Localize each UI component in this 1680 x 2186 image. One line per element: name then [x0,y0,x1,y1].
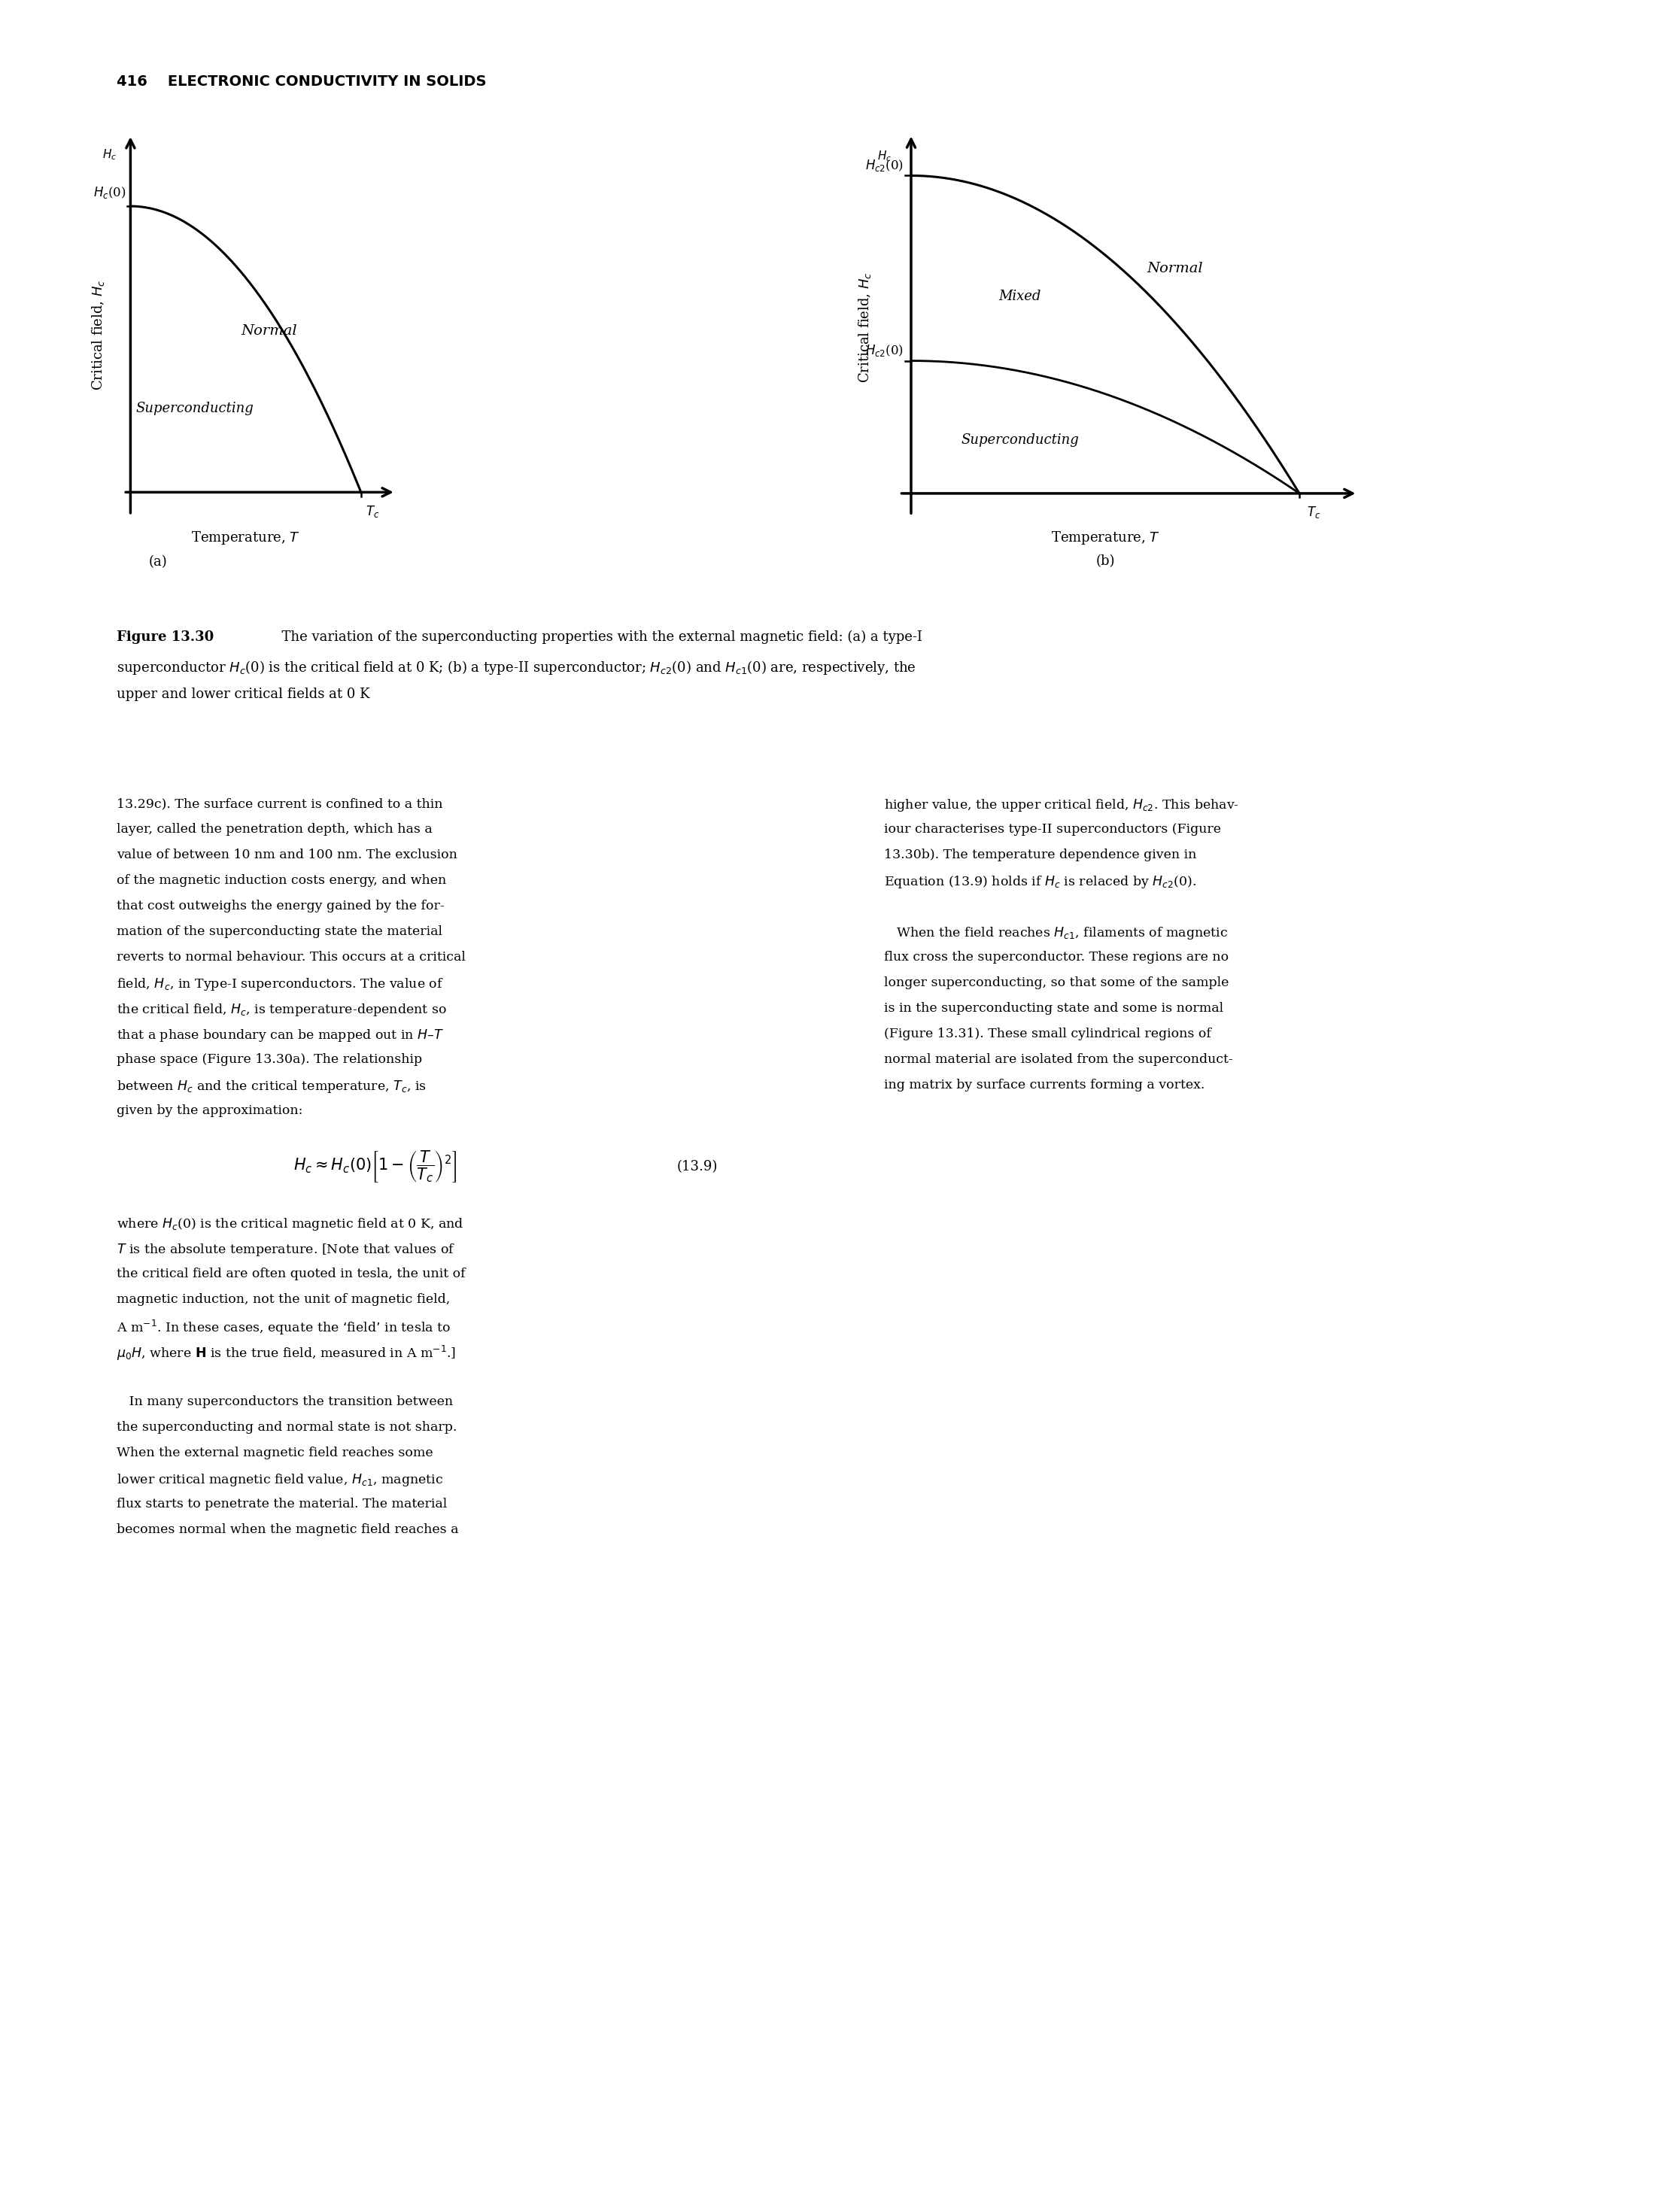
Text: Superconducting: Superconducting [136,402,254,415]
Text: Critical field, $H_c$: Critical field, $H_c$ [91,280,106,391]
Text: Temperature, $T$: Temperature, $T$ [192,529,301,546]
Text: In many superconductors the transition between: In many superconductors the transition b… [116,1395,454,1408]
Text: becomes normal when the magnetic field reaches a: becomes normal when the magnetic field r… [116,1524,459,1537]
Text: higher value, the upper critical field, $H_{c2}$. This behav-: higher value, the upper critical field, … [884,798,1240,813]
Text: (Figure 13.31). These small cylindrical regions of: (Figure 13.31). These small cylindrical … [884,1027,1211,1041]
Text: When the field reaches $H_{c1}$, filaments of magnetic: When the field reaches $H_{c1}$, filamen… [884,925,1228,940]
Text: $H_c \approx H_c(0)\left[1 - \left(\dfrac{T}{T_c}\right)^2\right]$: $H_c \approx H_c(0)\left[1 - \left(\dfra… [294,1148,457,1185]
Text: Mixed: Mixed [998,289,1042,304]
Text: $T_c$: $T_c$ [366,503,380,518]
Text: Equation (13.9) holds if $H_c$ is relaced by $H_{c2}$(0).: Equation (13.9) holds if $H_c$ is relace… [884,874,1196,890]
Text: 13.29c). The surface current is confined to a thin: 13.29c). The surface current is confined… [116,798,444,811]
Text: the superconducting and normal state is not sharp.: the superconducting and normal state is … [116,1421,457,1434]
Text: of the magnetic induction costs energy, and when: of the magnetic induction costs energy, … [116,874,447,888]
Text: Superconducting: Superconducting [961,433,1079,446]
Text: 13.30b). The temperature dependence given in: 13.30b). The temperature dependence give… [884,848,1196,861]
Text: Temperature, $T$: Temperature, $T$ [1050,529,1159,546]
Text: the critical field, $H_c$, is temperature-dependent so: the critical field, $H_c$, is temperatur… [116,1001,447,1019]
Text: A m$^{-1}$. In these cases, equate the ‘field’ in tesla to: A m$^{-1}$. In these cases, equate the ‘… [116,1318,450,1338]
Text: Figure 13.30: Figure 13.30 [116,630,213,645]
Text: $H_c$: $H_c$ [877,149,892,164]
Text: $H_{c2}$(0): $H_{c2}$(0) [865,157,904,173]
Text: magnetic induction, not the unit of magnetic field,: magnetic induction, not the unit of magn… [116,1294,450,1305]
Text: 416    ELECTRONIC CONDUCTIVITY IN SOLIDS: 416 ELECTRONIC CONDUCTIVITY IN SOLIDS [116,74,487,87]
Text: superconductor $H_c$(0) is the critical field at 0 K; (b) a type-II superconduct: superconductor $H_c$(0) is the critical … [116,658,916,675]
Text: $T_c$: $T_c$ [1307,505,1320,520]
Text: the critical field are often quoted in tesla, the unit of: the critical field are often quoted in t… [116,1268,465,1281]
Text: iour characterises type-II superconductors (Figure: iour characterises type-II superconducto… [884,822,1221,835]
Text: $H_c$: $H_c$ [102,149,116,162]
Text: where $H_c$(0) is the critical magnetic field at 0 K, and: where $H_c$(0) is the critical magnetic … [116,1215,464,1233]
Text: (13.9): (13.9) [677,1161,717,1174]
Text: given by the approximation:: given by the approximation: [116,1104,302,1117]
Text: Normal: Normal [240,324,297,339]
Text: When the external magnetic field reaches some: When the external magnetic field reaches… [116,1447,433,1460]
Text: Critical field, $H_c$: Critical field, $H_c$ [857,271,872,383]
Text: (a): (a) [150,555,168,568]
Text: lower critical magnetic field value, $H_{c1}$, magnetic: lower critical magnetic field value, $H_… [116,1471,444,1489]
Text: between $H_c$ and the critical temperature, $T_c$, is: between $H_c$ and the critical temperatu… [116,1078,427,1095]
Text: Normal: Normal [1147,262,1203,275]
Text: that cost outweighs the energy gained by the for-: that cost outweighs the energy gained by… [116,901,445,912]
Text: ing matrix by surface currents forming a vortex.: ing matrix by surface currents forming a… [884,1078,1205,1091]
Text: $\mu_0 H$, where $\mathbf{H}$ is the true field, measured in A m$^{-1}$.]: $\mu_0 H$, where $\mathbf{H}$ is the tru… [116,1344,455,1362]
Text: layer, called the penetration depth, which has a: layer, called the penetration depth, whi… [116,822,432,835]
Text: is in the superconducting state and some is normal: is in the superconducting state and some… [884,1001,1223,1014]
Text: flux starts to penetrate the material. The material: flux starts to penetrate the material. T… [116,1497,447,1511]
Text: The variation of the superconducting properties with the external magnetic field: The variation of the superconducting pro… [272,630,922,645]
Text: field, $H_c$, in Type-I superconductors. The value of: field, $H_c$, in Type-I superconductors.… [116,977,444,992]
Text: reverts to normal behaviour. This occurs at a critical: reverts to normal behaviour. This occurs… [116,951,465,964]
Text: normal material are isolated from the superconduct-: normal material are isolated from the su… [884,1054,1233,1067]
Text: phase space (Figure 13.30a). The relationship: phase space (Figure 13.30a). The relatio… [116,1054,422,1067]
Text: flux cross the superconductor. These regions are no: flux cross the superconductor. These reg… [884,951,1228,964]
Text: that a phase boundary can be mapped out in $H$–$T$: that a phase boundary can be mapped out … [116,1027,444,1043]
Text: $T$ is the absolute temperature. [Note that values of: $T$ is the absolute temperature. [Note t… [116,1242,455,1257]
Text: $H_c$(0): $H_c$(0) [92,186,126,201]
Text: (b): (b) [1095,555,1116,568]
Text: mation of the superconducting state the material: mation of the superconducting state the … [116,925,442,938]
Text: upper and lower critical fields at 0 K: upper and lower critical fields at 0 K [116,689,370,702]
Text: value of between 10 nm and 100 nm. The exclusion: value of between 10 nm and 100 nm. The e… [116,848,457,861]
Text: longer superconducting, so that some of the sample: longer superconducting, so that some of … [884,977,1228,990]
Text: $H_{c2}$(0): $H_{c2}$(0) [865,343,904,359]
